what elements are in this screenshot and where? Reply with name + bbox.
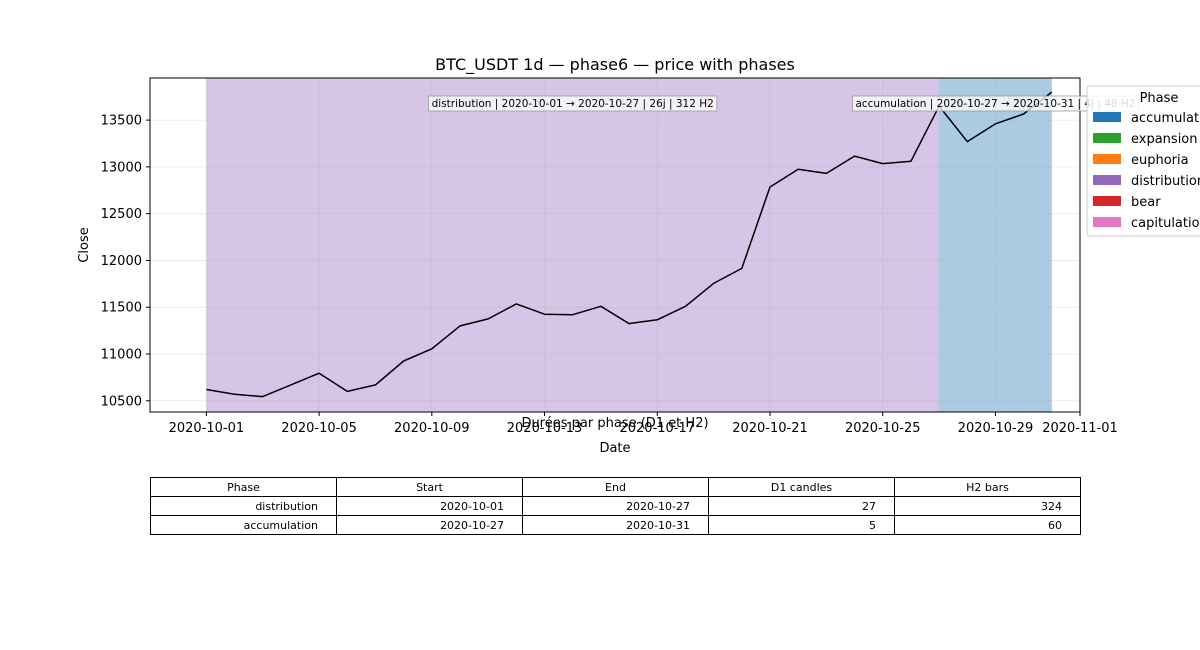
x-tick-label: 2020-10-25	[845, 421, 921, 436]
phase-annotation: accumulation | 2020-10-27 → 2020-10-31 |…	[852, 95, 1139, 112]
header-end: End	[522, 477, 709, 497]
y-tick-label: 11500	[101, 301, 142, 316]
cell-end: 2020-10-27	[522, 496, 709, 516]
header-h2-bars: H2 bars	[894, 477, 1081, 497]
legend-swatch-capitulation	[1093, 217, 1121, 227]
cell-d1-candles: 27	[708, 496, 895, 516]
y-tick-label: 12500	[101, 207, 142, 222]
y-axis-ticks: 10500 11000 11500 12000 12500 13000 13500	[101, 114, 150, 409]
legend-label-accumulation: accumulation	[1131, 111, 1200, 126]
legend-label-bear: bear	[1131, 195, 1161, 210]
cell-phase: accumulation	[150, 515, 337, 535]
phase-band-accumulation	[939, 78, 1052, 412]
cell-d1-candles: 5	[708, 515, 895, 535]
price-series	[206, 91, 1053, 398]
y-tick-label: 13500	[101, 114, 142, 129]
table-title: Durées par phase (D1 et H2)	[521, 416, 708, 431]
x-tick-label: 2020-10-17	[619, 421, 695, 436]
price-line	[206, 91, 1053, 398]
phase-annotation-label: distribution | 2020-10-01 → 2020-10-27 |…	[432, 98, 714, 110]
y-tick-label: 13000	[101, 160, 142, 175]
legend-swatch-bear	[1093, 196, 1121, 206]
cell-start: 2020-10-01	[336, 496, 523, 516]
table-row: distribution 2020-10-01 2020-10-27 27 32…	[150, 496, 1081, 516]
phase-annotation-label: accumulation | 2020-10-27 → 2020-10-31 |…	[855, 98, 1135, 110]
header-d1-candles: D1 candles	[708, 477, 895, 497]
cell-h2-bars: 60	[894, 515, 1081, 535]
phase-annotations: distribution | 2020-10-01 → 2020-10-27 |…	[428, 95, 1139, 112]
chart-title: BTC_USDT 1d — phase6 — price with phases	[435, 55, 795, 75]
legend-label-euphoria: euphoria	[1131, 153, 1189, 168]
x-tick-label: 2020-10-29	[958, 421, 1034, 436]
table-row: accumulation 2020-10-27 2020-10-31 5 60	[150, 515, 1081, 535]
legend-swatch-expansion	[1093, 133, 1121, 143]
header-phase: Phase	[150, 477, 337, 497]
header-start: Start	[336, 477, 523, 497]
legend-title: Phase	[1140, 91, 1179, 106]
x-axis-ticks: 2020-10-01 2020-10-05 2020-10-09 2020-10-13…	[169, 412, 1118, 436]
cell-h2-bars: 324	[894, 496, 1081, 516]
phase-duration-table: Phase Start End D1 candles H2 bars distr…	[150, 477, 1081, 535]
phase-bands	[206, 78, 1052, 412]
legend-swatch-euphoria	[1093, 154, 1121, 164]
x-tick-label: 2020-10-13	[507, 421, 583, 436]
y-tick-label: 10500	[101, 394, 142, 409]
phase-annotation-box	[428, 95, 718, 112]
legend-swatch-distribution	[1093, 175, 1121, 185]
y-axis-label: Close	[77, 227, 92, 262]
plot-frame	[149, 77, 1081, 413]
cell-start: 2020-10-27	[336, 515, 523, 535]
x-tick-label: 2020-10-05	[281, 421, 357, 436]
cell-phase: distribution	[150, 496, 337, 516]
y-tick-label: 11000	[101, 347, 142, 362]
x-tick-label: 2020-10-09	[394, 421, 470, 436]
x-axis-label: Date	[599, 441, 630, 456]
legend-label-expansion: expansion	[1131, 132, 1198, 147]
legend: Phase accumulation expansion euphoria distr…	[1086, 85, 1200, 237]
table-header-row: Phase Start End D1 candles H2 bars	[150, 477, 1081, 497]
x-tick-label: 2020-11-01	[1042, 421, 1118, 436]
phase-annotation: distribution | 2020-10-01 → 2020-10-27 |…	[428, 95, 718, 112]
x-tick-label: 2020-10-21	[732, 421, 808, 436]
y-tick-label: 12000	[101, 254, 142, 269]
phase-band-distribution	[206, 78, 940, 412]
legend-swatch-accumulation	[1093, 112, 1121, 122]
legend-label-distribution: distribution	[1131, 174, 1200, 189]
x-tick-label: 2020-10-01	[169, 421, 245, 436]
legend-label-capitulation: capitulation	[1131, 216, 1200, 231]
cell-end: 2020-10-31	[522, 515, 709, 535]
